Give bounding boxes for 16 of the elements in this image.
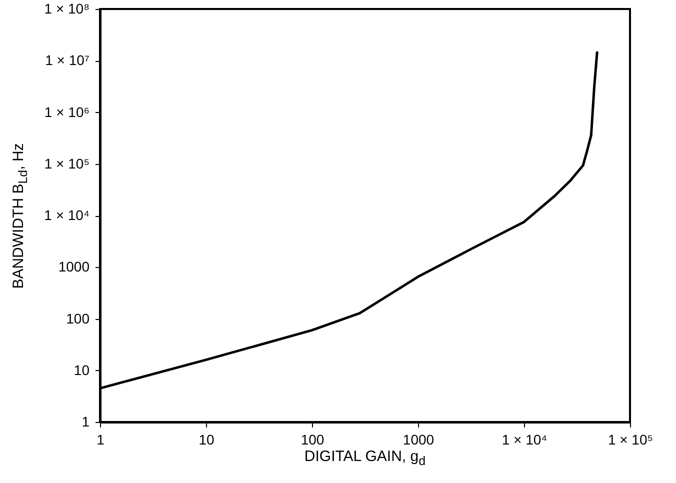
x-tick-label: 1000 [402,432,434,448]
y-tick-label: 1 × 10⁷ [45,52,90,68]
x-tick-label: 1 [96,432,105,448]
y-tick-label: 1000 [58,258,90,275]
x-tick-label: 1 × 10⁵ [608,432,654,448]
y-tick-label: 1 [82,414,90,430]
x-tick-label: 1 × 10⁴ [502,432,548,448]
x-tick-label: 10 [198,432,214,448]
y-tick-label: 1 × 10⁸ [44,0,90,16]
y-tick-label: 1 × 10⁵ [44,155,90,172]
y-tick-label: 1 × 10⁶ [44,104,90,120]
x-tick-label: 100 [300,432,324,448]
y-tick-label: 1 × 10⁴ [44,207,90,223]
x-axis-title: DIGITAL GAIN, g$_{d}$ [303,448,427,468]
y-tick-label: 10 [74,362,90,378]
y-tick-label: 100 [66,310,90,326]
